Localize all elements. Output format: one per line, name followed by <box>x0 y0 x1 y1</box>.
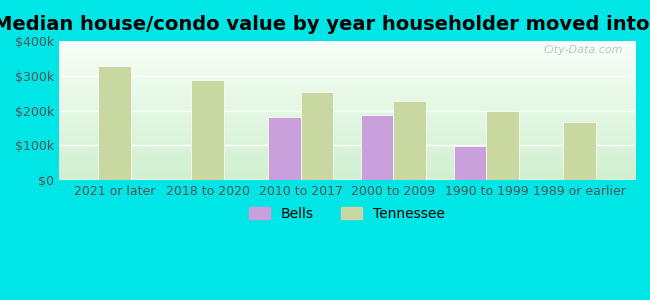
Bar <box>98 67 131 180</box>
Bar <box>361 115 393 180</box>
Legend: Bells, Tennessee: Bells, Tennessee <box>243 201 451 226</box>
Title: Median house/condo value by year householder moved into unit: Median house/condo value by year househo… <box>0 15 650 34</box>
Bar <box>268 117 300 180</box>
Bar <box>191 80 224 180</box>
Bar <box>563 122 595 180</box>
Bar <box>393 101 426 180</box>
Bar <box>486 111 519 180</box>
Text: City-Data.com: City-Data.com <box>544 45 623 55</box>
Bar <box>300 92 333 180</box>
Bar <box>454 146 486 180</box>
